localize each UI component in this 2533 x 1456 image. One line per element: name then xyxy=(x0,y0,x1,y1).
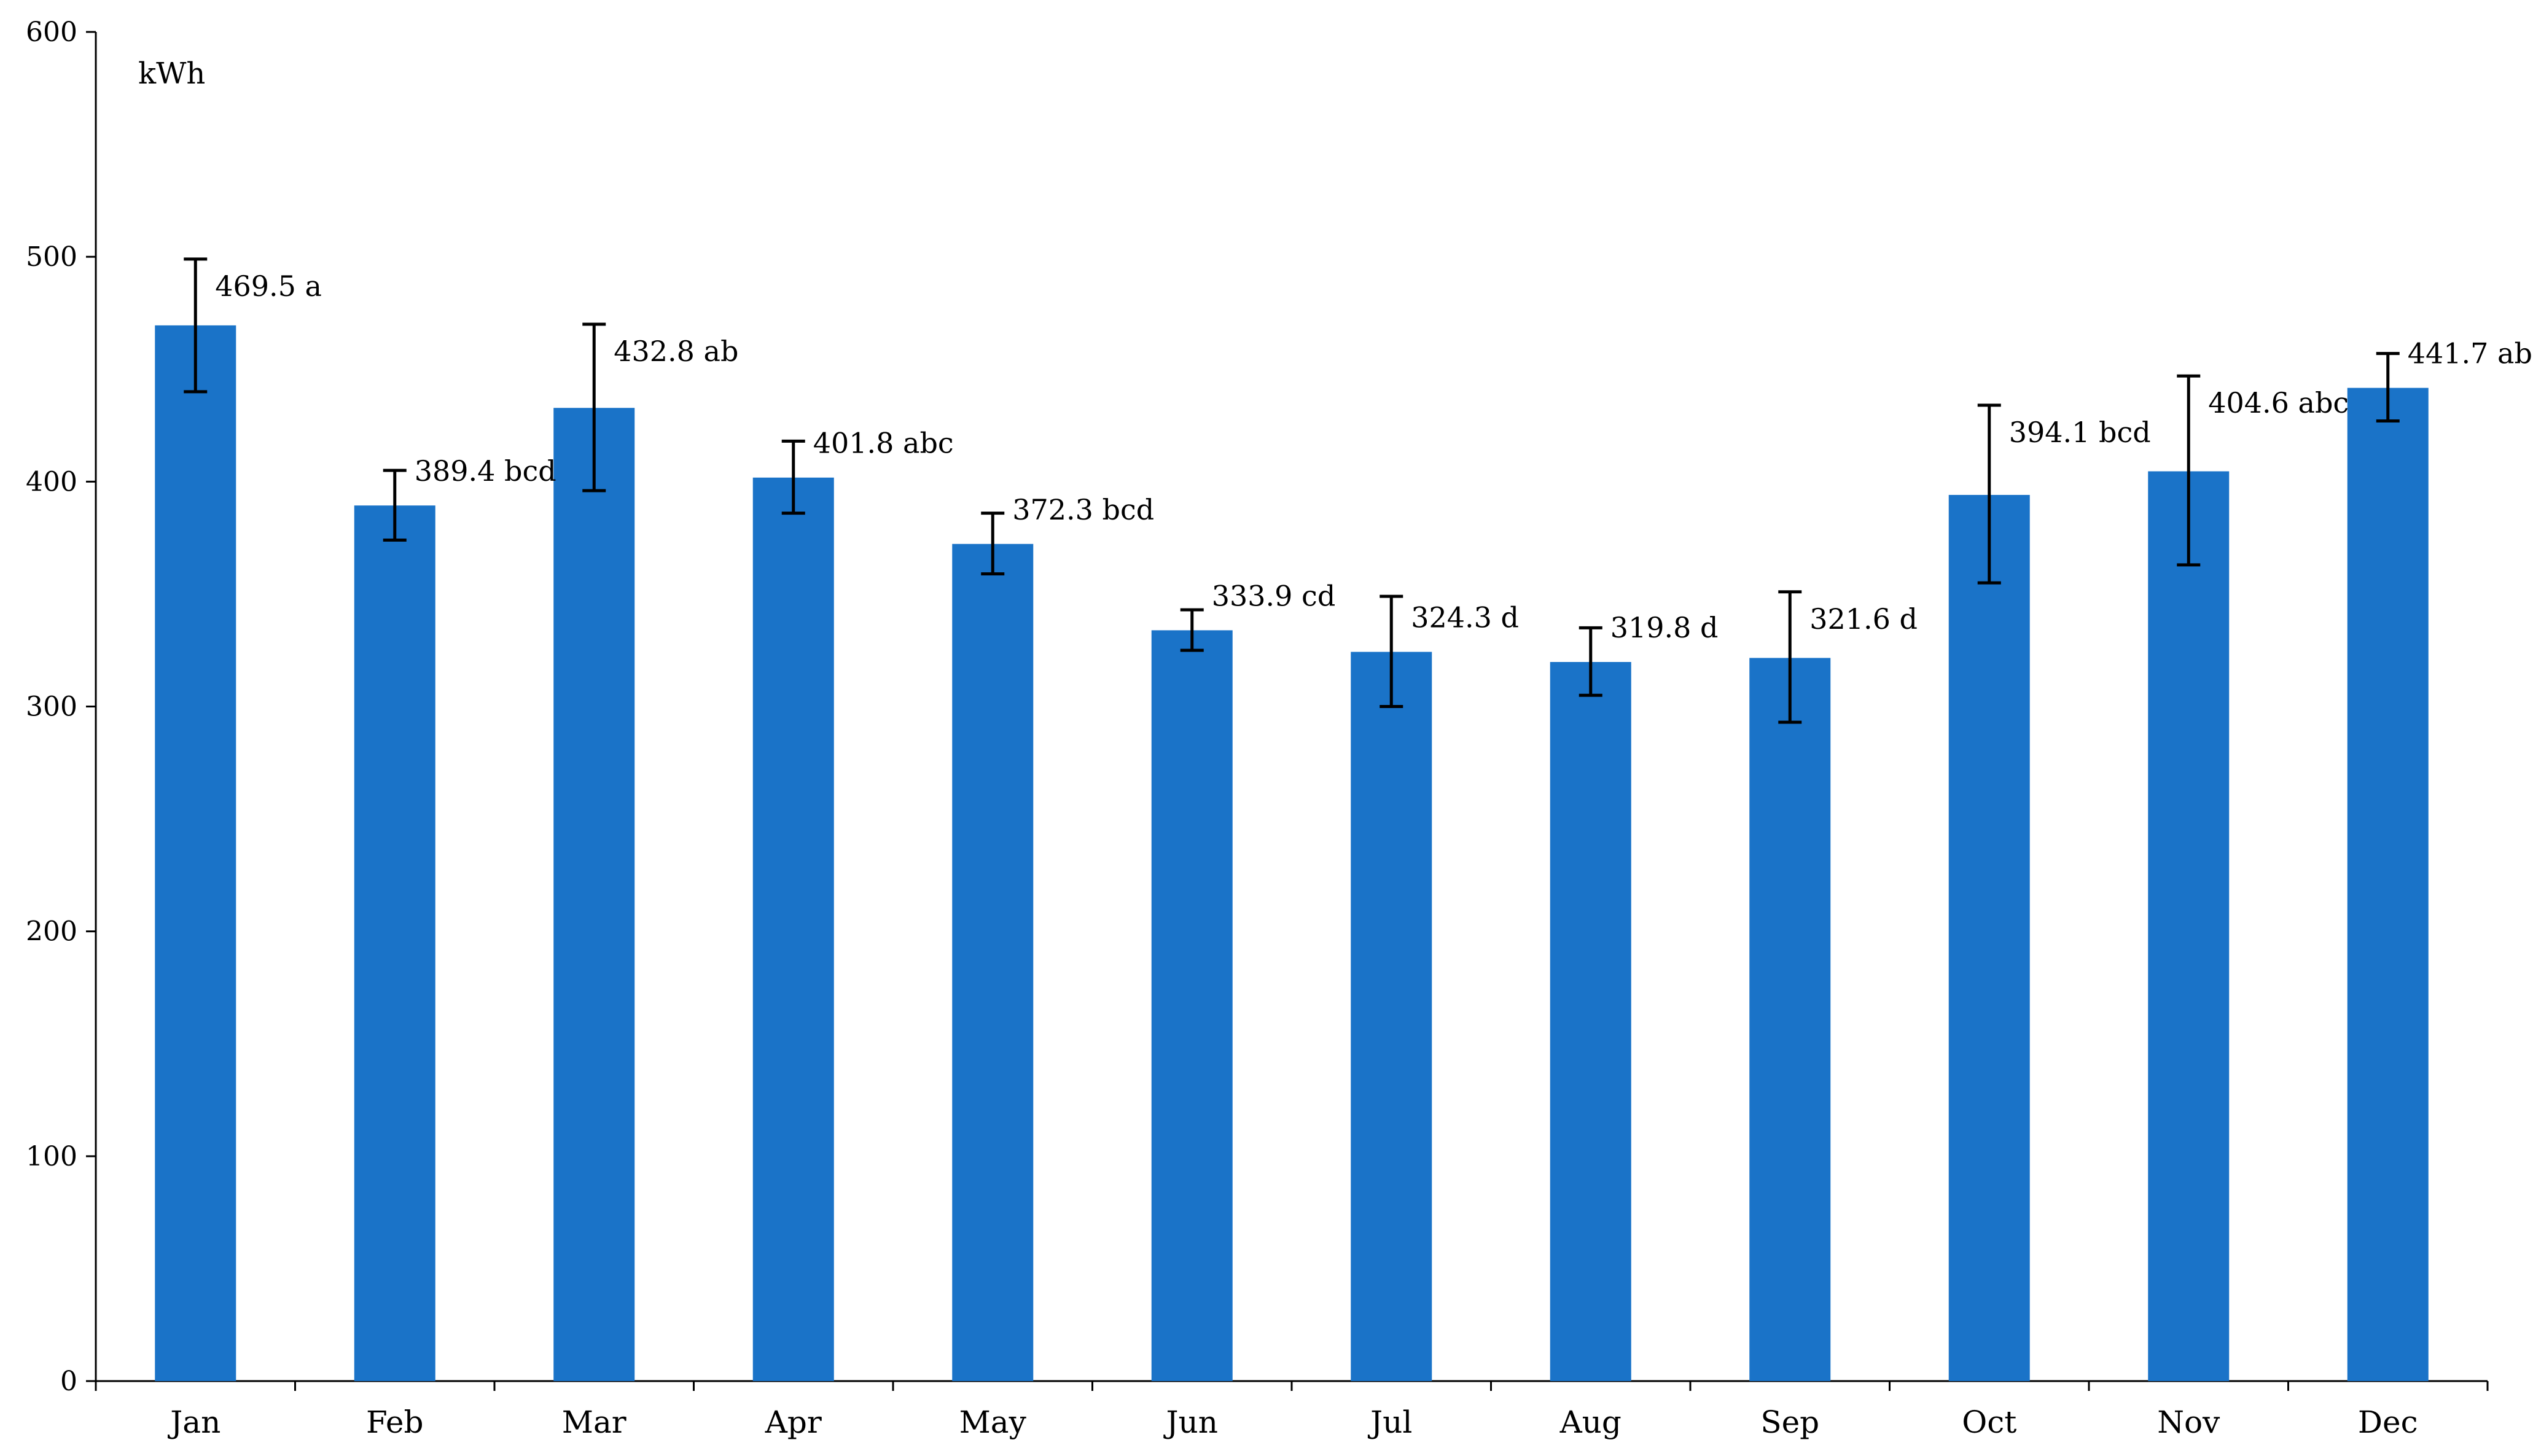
y-tick-label: 500 xyxy=(26,241,77,273)
x-axis: Jan Feb Mar Apr May Jun Jul Aug Sep Oct Nov Dec xyxy=(95,1380,2489,1440)
bar-nov xyxy=(2148,471,2230,1381)
data-label: 321.6 d xyxy=(1809,602,1918,636)
data-label: 404.6 abc xyxy=(2208,386,2349,419)
bar-aug xyxy=(1550,661,1631,1381)
bar-dec xyxy=(2347,387,2429,1381)
x-category-label: Sep xyxy=(1760,1404,1819,1440)
bar-apr xyxy=(752,477,834,1381)
bar-oct xyxy=(1948,494,2030,1381)
x-category-label: Nov xyxy=(2157,1404,2220,1440)
y-tick-label: 600 xyxy=(26,17,77,48)
y-tick-label: 200 xyxy=(26,916,77,948)
data-label: 372.3 bcd xyxy=(1012,493,1154,526)
bar-may xyxy=(952,543,1034,1381)
data-label: 389.4 bcd xyxy=(415,454,556,488)
x-category-label: Jan xyxy=(167,1404,221,1440)
x-category-label: May xyxy=(959,1404,1027,1440)
y-axis: 0 100 200 300 400 500 600 xyxy=(26,17,97,1397)
data-label: 333.9 cd xyxy=(1212,579,1336,612)
x-category-label: Jul xyxy=(1367,1404,1412,1440)
data-label: 394.1 bcd xyxy=(2009,416,2151,449)
y-tick-label: 300 xyxy=(26,691,77,723)
x-category-label: Oct xyxy=(1962,1404,2016,1440)
data-label: 401.8 abc xyxy=(813,427,954,460)
y-tick-label: 100 xyxy=(26,1141,77,1172)
bar-jan xyxy=(155,325,236,1382)
x-category-label: Mar xyxy=(562,1404,626,1440)
data-label: 432.8 ab xyxy=(614,335,738,368)
data-label: 441.7 ab xyxy=(2408,337,2532,370)
x-category-label: Dec xyxy=(2358,1404,2418,1440)
x-category-label: Apr xyxy=(765,1404,822,1440)
data-label: 469.5 a xyxy=(215,270,322,303)
x-category-label: Aug xyxy=(1559,1404,1622,1440)
y-axis-unit-label: kWh xyxy=(138,56,205,91)
y-tick-label: 0 xyxy=(60,1366,77,1397)
bar-mar xyxy=(553,408,635,1381)
error-bars xyxy=(184,257,2400,724)
bar-jul xyxy=(1351,652,1432,1381)
bar-series xyxy=(155,325,2429,1382)
data-label: 319.8 d xyxy=(1610,611,1719,644)
bar-sep xyxy=(1749,658,1831,1381)
data-label: 324.3 d xyxy=(1411,601,1519,634)
y-tick-label: 400 xyxy=(26,466,77,497)
x-category-label: Jun xyxy=(1163,1404,1218,1440)
data-labels: 469.5 a 389.4 bcd 432.8 ab 401.8 abc 372.3 b… xyxy=(215,270,2532,644)
bar-jun xyxy=(1151,630,1233,1381)
x-category-label: Feb xyxy=(366,1404,424,1440)
bar-feb xyxy=(354,505,435,1381)
